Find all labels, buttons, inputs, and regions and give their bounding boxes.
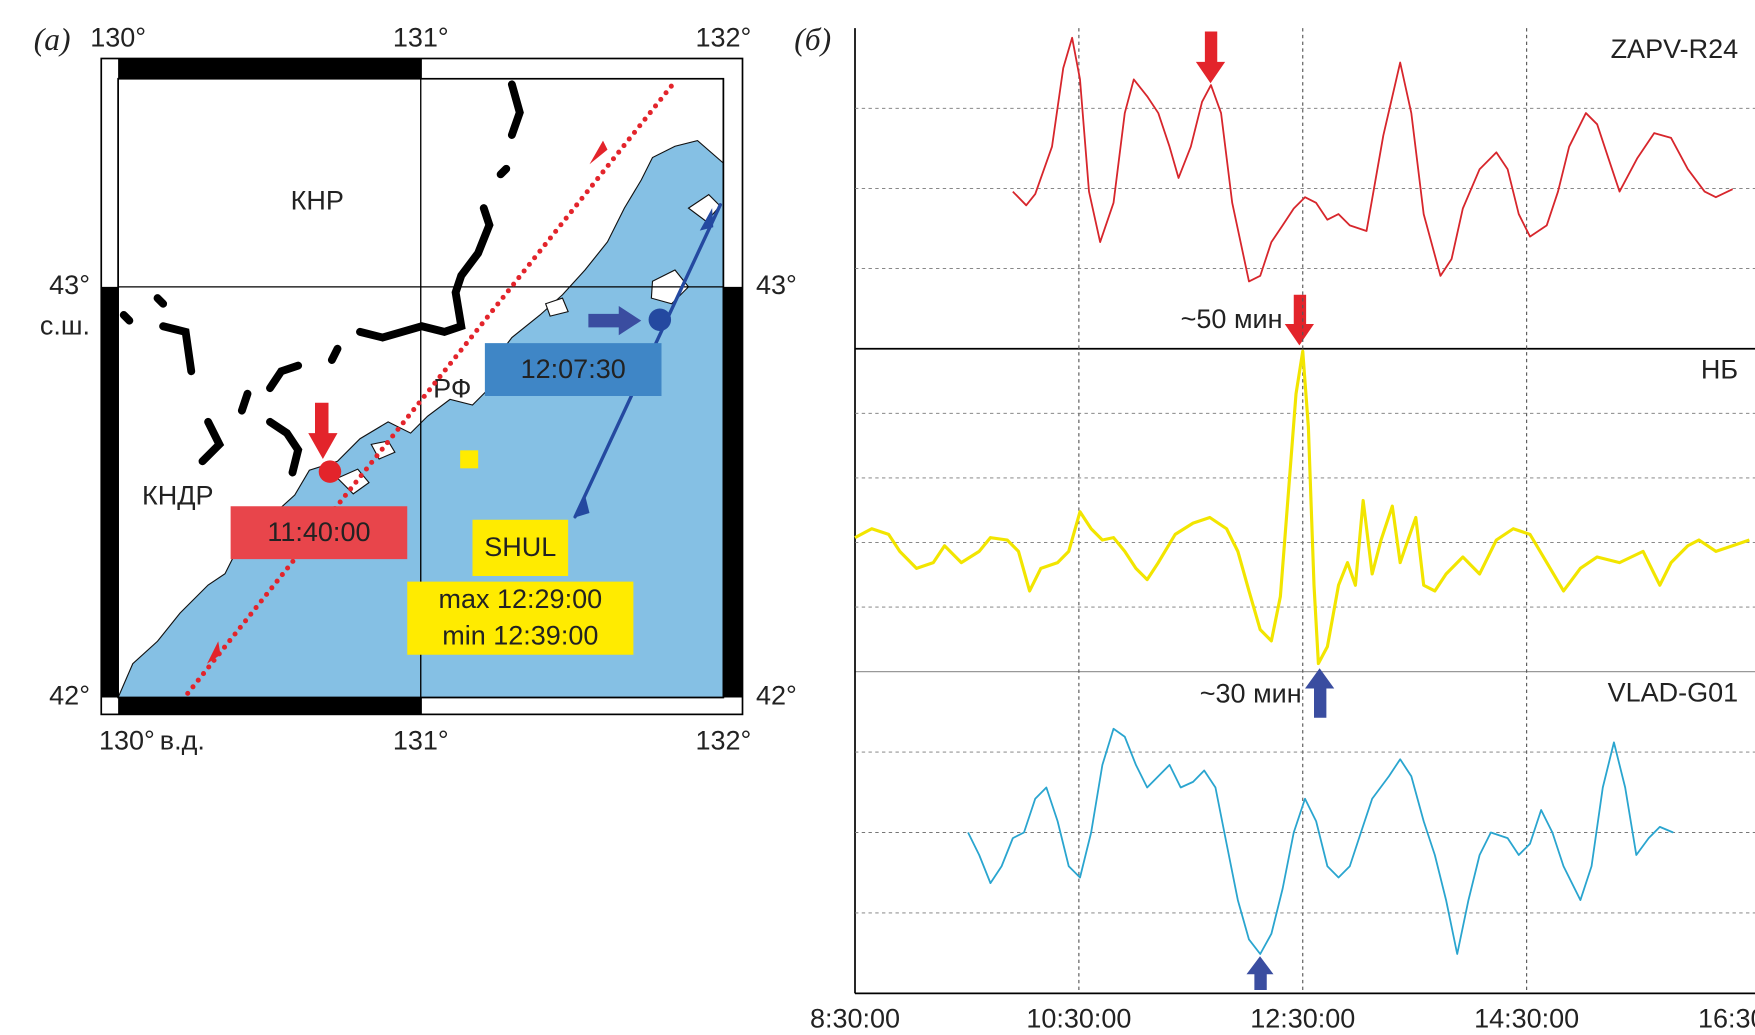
x-tick-label: 130° [99, 726, 155, 756]
panel-label: (б) [794, 22, 831, 57]
annotation-text: min 12:39:00 [442, 621, 598, 651]
x-tick-label: 12:30:00 [1250, 1004, 1355, 1034]
region-label: КНДР [142, 480, 214, 510]
annotation-text: SHUL [484, 532, 556, 562]
series-line [854, 349, 1750, 666]
y-tick-label: 42° [49, 681, 90, 711]
annotation-text: max 12:29:00 [439, 584, 603, 614]
annotation-box [472, 519, 569, 576]
y-tick-label: 43° [49, 270, 90, 300]
point [318, 460, 342, 483]
y-axis-label: с.ш. [40, 311, 90, 341]
x-tick-label: 16:30:00 [1698, 1004, 1755, 1034]
panel-label: (а) [34, 22, 71, 57]
y-tick-label: 42° [756, 681, 797, 711]
x-tick-label: 131° [393, 726, 449, 756]
x-tick-label: 8:30:00 [810, 1004, 900, 1034]
annotation-box [407, 581, 634, 655]
map-arrows [207, 140, 714, 664]
x-tick-label: 14:30:00 [1474, 1004, 1579, 1034]
panel-frame [854, 28, 1755, 995]
annotation-text: 12:07:30 [521, 354, 626, 384]
track [185, 79, 678, 696]
series-label: ZAPV-R24 [1611, 34, 1739, 64]
annotation-box [484, 343, 662, 396]
point [648, 308, 672, 331]
annotation-text: ~50 мин [1181, 304, 1283, 334]
x-tick-label: 10:30:00 [1026, 1004, 1131, 1034]
station [460, 450, 479, 469]
annotation-text: ~30 мин [1200, 678, 1302, 708]
series-line [1012, 36, 1733, 283]
panel-arrows [1195, 31, 1335, 990]
annotation-text: 11:40:00 [267, 517, 370, 547]
x-tick-label: 131° [393, 23, 449, 53]
x-tick-label: 130° [90, 23, 146, 53]
y-tick-label: 43° [756, 270, 797, 300]
x-tick-label: 132° [695, 726, 751, 756]
series-line [967, 727, 1674, 955]
series-label: VLAD-G01 [1608, 677, 1739, 707]
annotation-box [230, 506, 408, 560]
region-label: КНР [291, 186, 344, 216]
border [119, 80, 524, 477]
x-axis-label: в.д. [160, 726, 205, 756]
series-label: НБ [1701, 354, 1738, 384]
x-tick-label: 132° [695, 23, 751, 53]
